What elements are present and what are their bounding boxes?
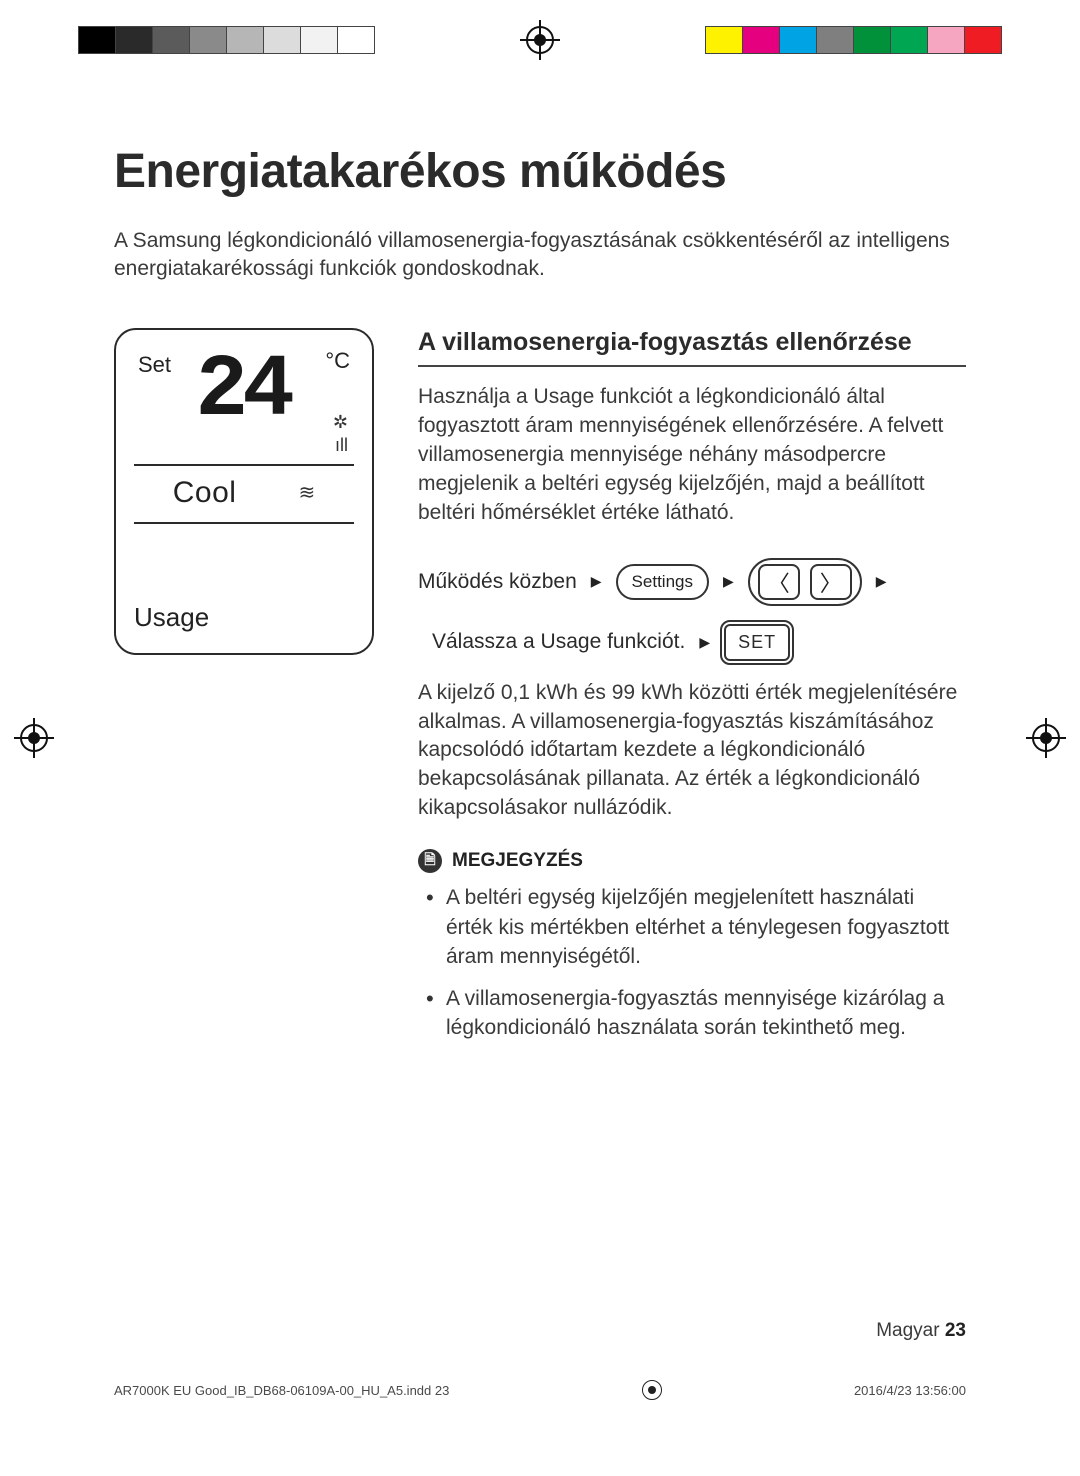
arrow-icon: ▶	[699, 634, 710, 651]
registration-mark-icon	[642, 1380, 662, 1400]
note-list: A beltéri egység kijelzőjén megjelenítet…	[418, 883, 966, 1042]
settings-button: Settings	[616, 564, 709, 600]
step-text: Működés közben	[418, 570, 577, 594]
nav-button-group: 〈 〉	[748, 558, 862, 606]
color-swatch	[115, 26, 153, 54]
printer-color-strip	[0, 26, 1080, 54]
color-swatch	[927, 26, 965, 54]
set-button: SET	[724, 624, 790, 661]
intro-paragraph: A Samsung légkondicionáló villamosenergi…	[114, 227, 966, 284]
color-swatch	[779, 26, 817, 54]
display-divider	[134, 522, 354, 524]
color-swatch	[853, 26, 891, 54]
temperature-value: 24	[195, 342, 289, 441]
note-label: MEGJEGYZÉS	[452, 850, 583, 872]
color-swatch	[78, 26, 116, 54]
content-column: A villamosenergia-fogyasztás ellenőrzése…	[418, 328, 966, 1055]
swatch-row-left	[78, 26, 375, 54]
color-swatch	[300, 26, 338, 54]
page-number: Magyar 23	[876, 1320, 966, 1342]
registration-mark-icon	[526, 26, 554, 54]
arrow-icon: ▶	[876, 573, 887, 590]
note-item: A beltéri egység kijelzőjén megjelenítet…	[424, 883, 966, 971]
swatch-row-right	[705, 26, 1002, 54]
fan-icon: ✲	[333, 412, 348, 433]
step-line-2: Válassza a Usage funkciót. ▶ SET	[418, 624, 966, 661]
color-swatch	[705, 26, 743, 54]
set-label: Set	[138, 352, 171, 378]
page-body: Energiatakarékos működés A Samsung légko…	[60, 72, 1020, 1420]
usage-label: Usage	[134, 602, 354, 633]
note-item: A villamosenergia-fogyasztás mennyisége …	[424, 984, 966, 1043]
page-number-value: 23	[945, 1320, 966, 1341]
nav-left-button: 〈	[758, 564, 800, 600]
display-mini-icons: ✲ ıll	[333, 412, 348, 456]
step-line-1: Működés közben ▶ Settings ▶ 〈 〉 ▶	[418, 558, 966, 606]
registration-mark-icon	[1032, 724, 1060, 752]
color-swatch	[816, 26, 854, 54]
registration-mark-icon	[20, 724, 48, 752]
color-swatch	[152, 26, 190, 54]
imprint-footer: AR7000K EU Good_IB_DB68-06109A-00_HU_A5.…	[114, 1380, 966, 1400]
display-divider	[134, 464, 354, 466]
step-sequence: Működés közben ▶ Settings ▶ 〈 〉 ▶ Válass…	[418, 558, 966, 661]
section-paragraph: Használja a Usage funkciót a légkondicio…	[418, 383, 966, 528]
color-swatch	[742, 26, 780, 54]
page-lang: Magyar	[876, 1320, 939, 1341]
arrow-icon: ▶	[723, 573, 734, 590]
color-swatch	[890, 26, 928, 54]
color-swatch	[189, 26, 227, 54]
page-title: Energiatakarékos működés	[114, 144, 966, 199]
imprint-right: 2016/4/23 13:56:00	[854, 1383, 966, 1398]
signal-icon: ıll	[335, 435, 348, 456]
color-swatch	[337, 26, 375, 54]
mode-label: Cool	[173, 476, 237, 510]
section-paragraph: A kijelző 0,1 kWh és 99 kWh közötti érté…	[418, 679, 966, 824]
color-swatch	[263, 26, 301, 54]
imprint-left: AR7000K EU Good_IB_DB68-06109A-00_HU_A5.…	[114, 1383, 449, 1398]
remote-display-box: Set °C 24 ✲ ıll Cool ≋ Usage	[114, 328, 374, 655]
arrow-icon: ▶	[591, 573, 602, 590]
nav-right-button: 〉	[810, 564, 852, 600]
note-icon: 🗎	[418, 849, 442, 873]
airflow-icon: ≋	[298, 480, 315, 505]
device-display-column: Set °C 24 ✲ ıll Cool ≋ Usage	[114, 328, 374, 1055]
step-text: Válassza a Usage funkciót.	[432, 630, 685, 654]
unit-label: °C	[325, 348, 350, 374]
color-swatch	[226, 26, 264, 54]
section-heading: A villamosenergia-fogyasztás ellenőrzése	[418, 328, 966, 367]
note-heading: 🗎 MEGJEGYZÉS	[418, 849, 966, 873]
color-swatch	[964, 26, 1002, 54]
